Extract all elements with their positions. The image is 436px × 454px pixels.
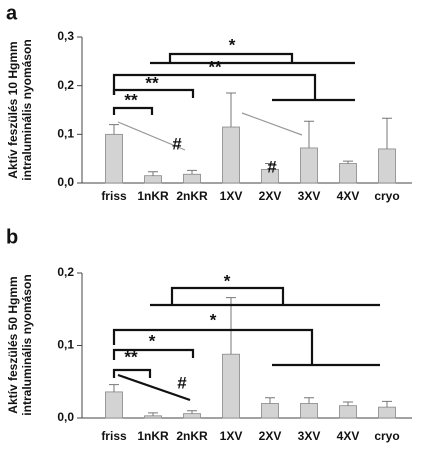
error-bar [304,120,314,148]
annotation: # [172,134,182,153]
error-bar [343,160,353,164]
error-bar [382,400,392,408]
bar [300,147,318,184]
significance-bracket [112,368,152,378]
annotation: # [267,157,277,176]
x-tick-label: 2XV [259,429,282,443]
bar [222,126,240,184]
comparison-line [241,112,303,136]
error-bar [109,124,119,135]
x-tick-label: 3XV [298,189,321,203]
error-bar [148,171,158,176]
annotation: ** [208,57,222,76]
y-axis-label: Aktív feszülés 50 Hgmm [6,276,20,413]
bar [105,133,123,184]
y-axis-label: Aktív feszülés 10 Hgmm [6,41,20,178]
annotation: # [177,373,187,392]
error-bar [226,297,236,355]
annotation: ** [124,347,138,366]
y-tick-label: 0,1 [57,338,74,352]
error-bar [187,410,197,414]
error-bar [148,412,158,416]
bar [183,173,201,184]
annotation: ** [145,73,159,92]
bar [222,353,240,419]
x-tick-label: cryo [374,429,399,443]
error-bar [343,401,353,406]
x-tick-label: 2nKR [176,429,208,443]
bar [105,391,123,419]
y-axis-label: intraluminális nyomáson [20,274,34,415]
error-bar [265,397,275,404]
annotation: ** [124,90,138,109]
x-tick-label: 2nKR [176,189,208,203]
x-tick-label: 1nKR [137,429,169,443]
x-tick-label: friss [101,189,127,203]
bar [378,148,396,184]
annotation: * [224,271,231,290]
significance-bracket [112,348,195,360]
significance-bracket [168,52,294,63]
error-bar [265,163,275,170]
significance-bracket [117,373,191,402]
x-tick-label: 3XV [298,429,321,443]
error-bar [226,92,236,128]
annotation: * [149,331,156,350]
bar [339,405,357,419]
bar [144,175,162,184]
error-bar [109,384,119,392]
x-tick-label: 4XV [337,189,360,203]
y-tick-label: 0,2 [57,78,74,92]
x-tick-label: 2XV [259,189,282,203]
x-tick-label: friss [101,429,127,443]
significance-bracket [170,286,285,305]
error-bar [382,117,392,149]
y-tick-label: 0,2 [57,265,74,279]
y-tick-label: 0,0 [57,410,74,424]
bar [300,403,318,419]
significance-bracket [112,73,317,100]
y-tick-label: 0,1 [57,127,74,141]
annotation: * [229,35,236,54]
error-bar [187,169,197,175]
x-tick-label: 4XV [337,429,360,443]
x-tick-label: cryo [374,189,399,203]
significance-bracket [112,106,154,115]
bar [144,415,162,419]
panel-label: a [6,2,18,24]
significance-bracket [112,328,314,365]
comparison-line [117,121,186,151]
y-axis-label: intraluminális nyomáson [20,39,34,180]
bar [261,403,279,419]
bar [378,406,396,419]
significance-bracket [112,88,195,98]
panel-label: b [6,226,18,248]
bar [339,163,357,184]
x-tick-label: 1nKR [137,189,169,203]
x-tick-label: 1XV [220,429,243,443]
y-tick-label: 0,0 [57,175,74,189]
y-tick-label: 0,3 [57,29,74,43]
error-bar [304,397,314,404]
bar [183,413,201,419]
annotation: * [210,310,217,329]
x-tick-label: 1XV [220,189,243,203]
